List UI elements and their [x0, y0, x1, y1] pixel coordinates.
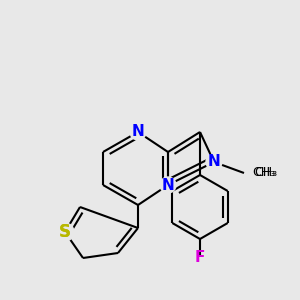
Circle shape: [56, 223, 74, 241]
Text: N: N: [162, 178, 174, 193]
Circle shape: [160, 177, 176, 193]
Text: S: S: [59, 223, 71, 241]
Text: CH₃: CH₃: [252, 167, 275, 179]
Text: F: F: [195, 250, 205, 265]
Text: S: S: [59, 223, 71, 241]
Text: CH₃: CH₃: [254, 167, 277, 179]
Text: N: N: [132, 124, 144, 140]
Circle shape: [206, 154, 222, 170]
Circle shape: [130, 124, 146, 140]
Text: N: N: [208, 154, 220, 169]
